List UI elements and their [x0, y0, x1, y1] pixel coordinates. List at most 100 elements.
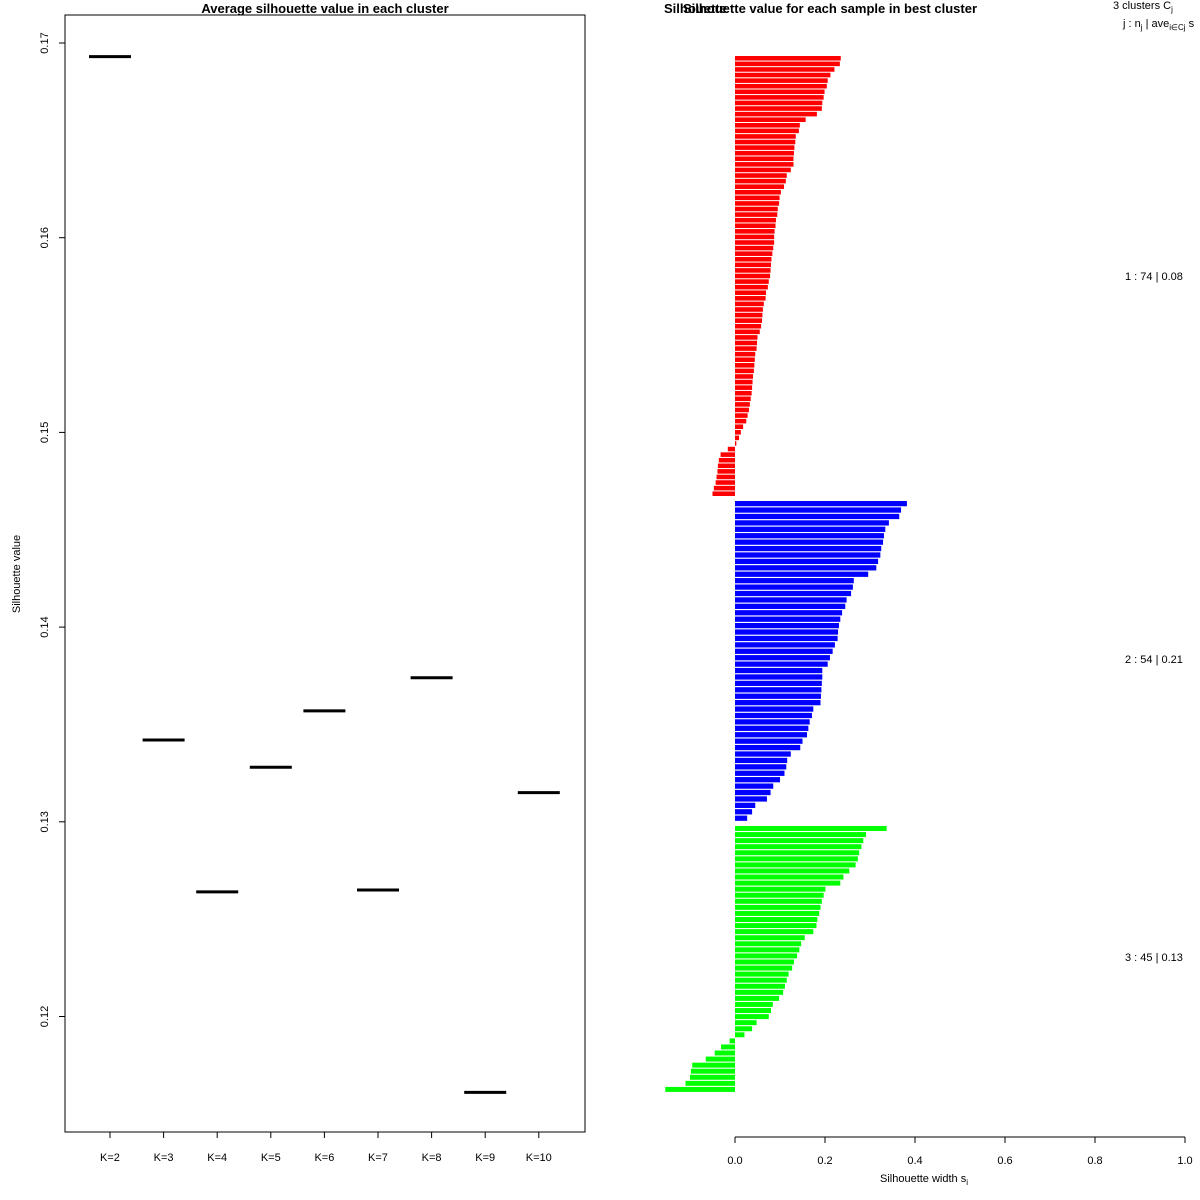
silhouette-bar-cluster-2: [735, 578, 854, 584]
silhouette-bar-cluster-1: [735, 385, 753, 390]
silhouette-bar-cluster-1: [735, 390, 752, 396]
silhouette-bar-cluster-2: [735, 661, 828, 667]
silhouette-bar-cluster-2: [735, 667, 823, 674]
silhouette-bar-cluster-1: [735, 100, 823, 106]
silhouette-bar-cluster-3: [692, 1062, 735, 1068]
left-x-tick-label: K=6: [314, 1152, 334, 1164]
silhouette-bar-cluster-2: [735, 777, 780, 783]
silhouette-bar-cluster-3: [685, 1080, 735, 1086]
silhouette-bar-cluster-1: [735, 67, 835, 72]
left-y-tick-label: 0.16: [39, 227, 51, 248]
silhouette-bar-cluster-2: [735, 590, 852, 597]
silhouette-bar-cluster-1: [735, 178, 786, 184]
silhouette-bar-cluster-2: [735, 513, 900, 520]
right-x-tick-label: 0.8: [1087, 1155, 1102, 1167]
silhouette-bar-cluster-3: [735, 850, 860, 856]
silhouette-bar-cluster-1: [735, 374, 753, 379]
silhouette-bar-cluster-2: [735, 507, 902, 513]
silhouette-bar-cluster-1: [735, 150, 794, 156]
silhouette-bar-cluster-1: [718, 457, 735, 463]
silhouette-bar-cluster-1: [720, 452, 735, 457]
left-x-tick-label: K=10: [526, 1152, 552, 1164]
silhouette-bar-cluster-3: [735, 1001, 773, 1007]
left-y-tick-label: 0.14: [39, 616, 51, 637]
silhouette-bar-cluster-1: [735, 189, 781, 195]
silhouette-bar-cluster-2: [735, 610, 843, 616]
silhouette-bar-cluster-1: [735, 351, 756, 357]
silhouette-bar-cluster-2: [735, 757, 788, 764]
silhouette-bar-cluster-1: [735, 346, 757, 351]
silhouette-bar-cluster-3: [735, 868, 850, 874]
silhouette-bar-cluster-3: [735, 910, 820, 916]
silhouette-bar-cluster-2: [735, 764, 787, 770]
silhouette-bar-cluster-3: [735, 1014, 769, 1020]
silhouette-bar-cluster-3: [735, 886, 826, 892]
silhouette-bar-cluster-3: [735, 935, 805, 941]
silhouette-bar-cluster-2: [735, 545, 882, 552]
left-x-tick-label: K=5: [261, 1152, 281, 1164]
right-x-tick-label: 0.6: [997, 1155, 1012, 1167]
silhouette-bar-cluster-1: [735, 234, 775, 240]
silhouette-bar-cluster-2: [735, 622, 839, 629]
silhouette-bar-cluster-3: [735, 856, 858, 862]
left-y-tick-label: 0.17: [39, 32, 51, 53]
silhouette-bar-cluster-3: [735, 995, 780, 1001]
left-chart-title: Average silhouette value in each cluster: [201, 1, 448, 16]
silhouette-bar-cluster-1: [735, 418, 747, 424]
silhouette-bar-cluster-3: [735, 983, 785, 989]
silhouette-bar-cluster-1: [735, 206, 778, 212]
left-x-tick-label: K=9: [475, 1152, 495, 1164]
left-x-tick-label: K=2: [100, 1152, 120, 1164]
silhouette-bar-cluster-1: [735, 357, 755, 363]
silhouette-bar-cluster-1: [735, 111, 817, 117]
silhouette-bar-cluster-3: [735, 1008, 771, 1014]
silhouette-bar-cluster-2: [735, 533, 884, 539]
silhouette-bar-cluster-2: [735, 732, 807, 738]
silhouette-bar-cluster-1: [717, 463, 735, 469]
silhouette-bar-cluster-1: [712, 491, 735, 496]
silhouette-bar-cluster-1: [735, 379, 753, 385]
silhouette-bar-cluster-3: [735, 862, 856, 868]
silhouette-bar-cluster-3: [735, 923, 817, 929]
silhouette-bar-cluster-2: [735, 744, 801, 751]
silhouette-bar-cluster-2: [735, 565, 877, 571]
silhouette-bar-cluster-2: [735, 815, 748, 821]
silhouette-bar-cluster-1: [735, 424, 744, 430]
silhouette-bar-cluster-3: [735, 959, 794, 965]
silhouette-bar-cluster-3: [735, 898, 822, 904]
silhouette-bar-cluster-3: [735, 1026, 753, 1032]
silhouette-bar-cluster-2: [735, 719, 810, 725]
silhouette-bar-cluster-2: [735, 597, 847, 603]
silhouette-bar-cluster-3: [735, 880, 841, 886]
silhouette-bar-cluster-1: [735, 134, 796, 139]
legend-header-line2: j : nj | avei∈Cj s: [1122, 18, 1195, 32]
right-x-tick-label: 0.4: [907, 1155, 922, 1167]
silhouette-bar-cluster-1: [735, 335, 758, 340]
silhouette-bar-cluster-2: [735, 700, 821, 706]
silhouette-bar-cluster-3: [735, 844, 862, 850]
silhouette-bar-cluster-3: [735, 904, 821, 910]
silhouette-bar-cluster-1: [735, 167, 791, 173]
silhouette-bar-cluster-1: [735, 284, 768, 290]
silhouette-bar-cluster-3: [665, 1086, 735, 1092]
silhouette-bar-cluster-1: [717, 469, 735, 474]
silhouette-bar-cluster-1: [735, 162, 794, 167]
right-chart-title-overlap: Silhouette: [664, 1, 727, 16]
silhouette-bar-cluster-2: [735, 706, 814, 712]
silhouette-bar-cluster-3: [690, 1074, 735, 1080]
left-plot-frame: [64, 14, 586, 1133]
silhouette-bar-cluster-1: [735, 329, 760, 335]
silhouette-bar-cluster-1: [735, 83, 827, 89]
silhouette-bar-cluster-1: [735, 223, 776, 229]
right-x-axis: 0.0 0.2 0.4 0.6 0.8 1.0: [727, 1136, 1193, 1167]
legend-header-line1: 3 clusters Cj: [1113, 0, 1173, 14]
silhouette-bar-cluster-3: [735, 917, 818, 922]
silhouette-bar-cluster-3: [735, 874, 844, 880]
silhouette-bar-cluster-1: [735, 402, 750, 407]
right-panel: Silhouette Silhouette value for each sam…: [664, 0, 1195, 1187]
left-panel: Average silhouette value in each cluster…: [11, 1, 586, 1164]
silhouette-bar-cluster-2: [735, 725, 809, 731]
silhouette-bar-cluster-3: [714, 1050, 735, 1056]
silhouette-bar-cluster-1: [735, 256, 772, 262]
